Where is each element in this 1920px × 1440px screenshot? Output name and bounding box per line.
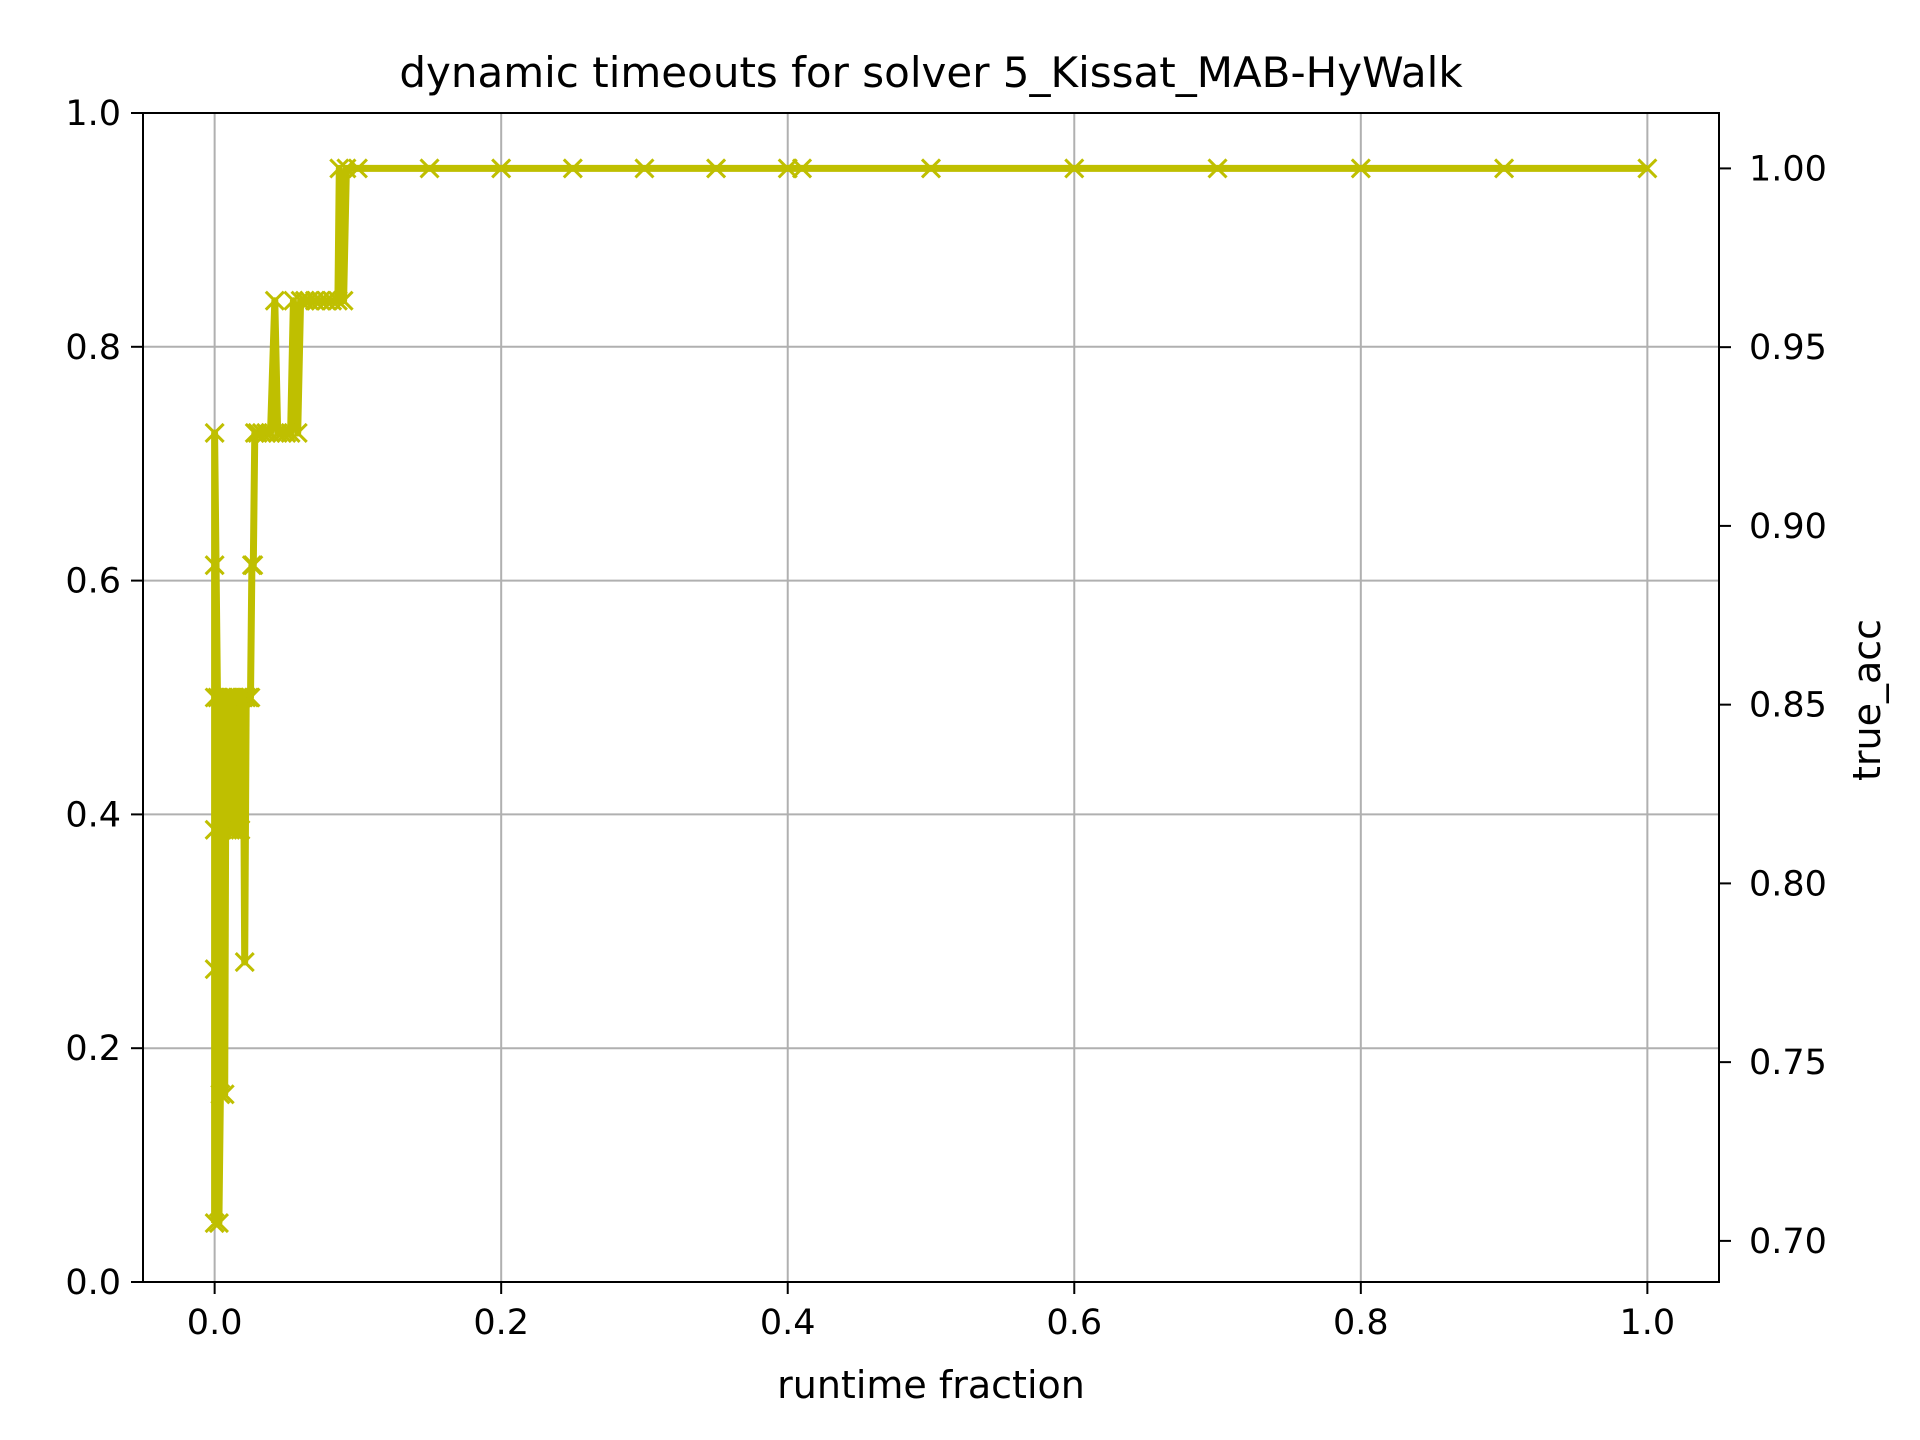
y-right-tick-label: 0.90 bbox=[1749, 507, 1827, 547]
chart-title: dynamic timeouts for solver 5_Kissat_MAB… bbox=[399, 48, 1463, 97]
x-tick-label: 0.4 bbox=[760, 1303, 816, 1343]
x-axis-label: runtime fraction bbox=[777, 1363, 1085, 1407]
plot-frame bbox=[142, 112, 1720, 1283]
y-right-tick-label: 0.80 bbox=[1749, 864, 1827, 904]
data-point-marker bbox=[1637, 158, 1658, 179]
data-point-marker bbox=[204, 1212, 225, 1234]
data-point-marker bbox=[230, 819, 251, 840]
x-tick-label: 0.8 bbox=[1333, 1303, 1389, 1343]
data-point-marker bbox=[233, 687, 254, 708]
x-tick-label: 0.0 bbox=[187, 1303, 243, 1343]
y-left-tick-label: 1.0 bbox=[65, 94, 121, 134]
data-point-marker bbox=[204, 959, 225, 980]
data-point-marker bbox=[204, 555, 225, 576]
data-point-marker bbox=[280, 422, 301, 444]
data-point-marker bbox=[347, 158, 368, 179]
data-point-marker bbox=[562, 158, 583, 179]
y-right-tick-label: 0.95 bbox=[1749, 328, 1827, 368]
data-point-marker bbox=[271, 422, 293, 444]
x-tick-label: 0.6 bbox=[1046, 1303, 1102, 1343]
data-point-marker bbox=[236, 687, 257, 708]
data-point-marker bbox=[777, 158, 798, 179]
data-point-marker bbox=[214, 1084, 235, 1105]
data-point-marker bbox=[208, 1212, 229, 1234]
y-right-tick-label: 0.70 bbox=[1749, 1222, 1827, 1262]
x-tick-label: 1.0 bbox=[1620, 1303, 1676, 1343]
data-point-marker bbox=[1064, 158, 1085, 179]
data-point-marker bbox=[226, 819, 247, 840]
data-point-marker bbox=[287, 422, 308, 444]
y-left-tick-label: 0.4 bbox=[65, 795, 121, 835]
data-point-marker bbox=[1494, 158, 1515, 179]
y-left-tick-label: 0.8 bbox=[65, 328, 121, 368]
data-point-marker bbox=[251, 422, 272, 444]
data-point-marker bbox=[210, 1084, 231, 1105]
x-tick-label: 0.2 bbox=[473, 1303, 529, 1343]
data-point-marker bbox=[920, 158, 942, 179]
data-point-marker bbox=[634, 158, 655, 179]
data-point-marker bbox=[327, 290, 348, 311]
tick-layer: 0.0 0.2 0.4 0.6 0.8 1.0 0.0 0.2 0.4 0.6 0.8 1.0 0.70… bbox=[65, 94, 1827, 1343]
data-point-marker bbox=[329, 158, 350, 179]
data-point-marker bbox=[706, 158, 727, 179]
data-point-marker bbox=[791, 158, 813, 179]
data-point-marker bbox=[333, 290, 354, 311]
data-point-marker bbox=[290, 290, 311, 311]
y-right-tick-label: 1.00 bbox=[1749, 149, 1827, 189]
data-point-marker bbox=[1207, 158, 1228, 179]
data-point-marker bbox=[204, 422, 225, 444]
data-point-marker bbox=[240, 687, 261, 708]
data-point-marker bbox=[243, 555, 264, 576]
y-left-tick-label: 0.6 bbox=[65, 562, 121, 602]
y-left-tick-label: 0.2 bbox=[65, 1029, 121, 1069]
y-right-tick-label: 0.75 bbox=[1749, 1043, 1827, 1083]
data-point-marker bbox=[1350, 158, 1371, 179]
series-layer bbox=[204, 158, 1658, 1234]
data-point-marker bbox=[264, 290, 285, 311]
data-point-marker bbox=[419, 158, 440, 179]
y-left-tick-label: 0.0 bbox=[65, 1263, 121, 1303]
y-axis-right-label: true_acc bbox=[1845, 619, 1889, 781]
data-point-marker bbox=[491, 158, 512, 179]
data-point-marker bbox=[234, 951, 255, 973]
y-right-tick-label: 0.85 bbox=[1749, 686, 1827, 726]
data-point-marker bbox=[223, 819, 244, 840]
